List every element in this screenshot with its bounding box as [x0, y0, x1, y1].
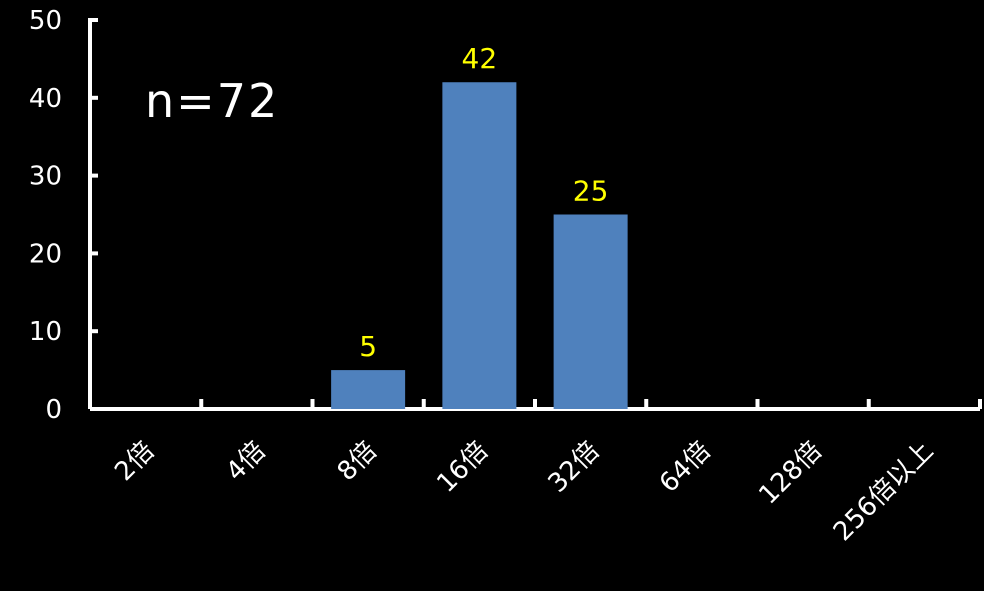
- y-tick-label: 40: [29, 84, 62, 114]
- bar-4: [442, 82, 517, 410]
- y-tick-label: 50: [29, 6, 62, 36]
- y-tick-label: 30: [29, 162, 62, 192]
- data-labels: 5 42 25: [359, 42, 608, 363]
- data-label-3: 5: [359, 330, 377, 363]
- sample-size-annotation: n=72: [145, 74, 279, 128]
- bar-series: [331, 82, 628, 410]
- y-tick-label: 0: [45, 395, 62, 425]
- data-label-4: 42: [462, 42, 498, 75]
- data-label-5: 25: [573, 175, 609, 208]
- bar-3: [331, 370, 406, 409]
- y-tick-label: 20: [29, 239, 62, 269]
- y-tick-label: 10: [29, 317, 62, 347]
- y-axis: 0 10 20 30 40 50: [29, 6, 98, 425]
- bar-5: [553, 214, 628, 409]
